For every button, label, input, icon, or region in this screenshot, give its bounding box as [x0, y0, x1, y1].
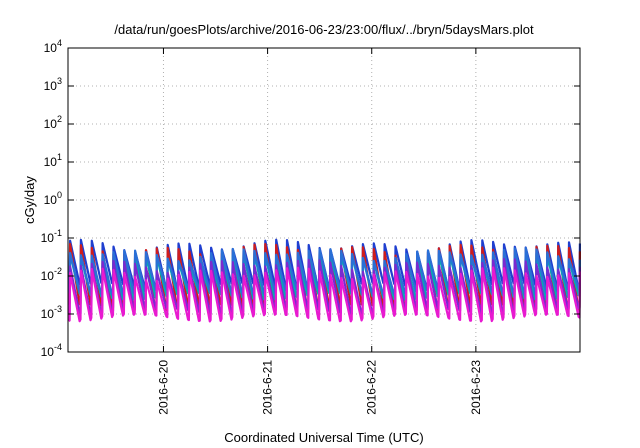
chart-title: /data/run/goesPlots/archive/2016-06-23/2…: [114, 22, 534, 37]
series-layer: [67, 238, 581, 323]
y-tick-label: 100: [44, 190, 62, 207]
y-tick-label: 10-1: [41, 228, 62, 245]
y-axis-label: cGy/day: [22, 176, 37, 224]
y-tick-label: 101: [44, 152, 62, 169]
y-tick-label: 10-3: [41, 304, 62, 321]
series-line: [67, 266, 581, 323]
series-line: [68, 258, 581, 316]
x-tick-label: 2016-6-23: [469, 360, 483, 415]
y-tick-label: 10-2: [41, 266, 62, 283]
series-line: [68, 247, 581, 296]
x-axis: 2016-6-20 2016-6-21 2016-6-22 2016-6-23: [156, 48, 483, 415]
y-tick-label: 102: [44, 114, 62, 131]
x-tick-label: 2016-6-20: [156, 360, 170, 415]
y-tick-label: 10-4: [41, 342, 62, 359]
y-tick-label: 103: [44, 76, 62, 93]
x-tick-label: 2016-6-22: [365, 360, 379, 415]
y-tick-label: 104: [44, 38, 62, 55]
x-axis-label: Coordinated Universal Time (UTC): [224, 430, 423, 445]
x-tick-label: 2016-6-21: [261, 360, 275, 415]
